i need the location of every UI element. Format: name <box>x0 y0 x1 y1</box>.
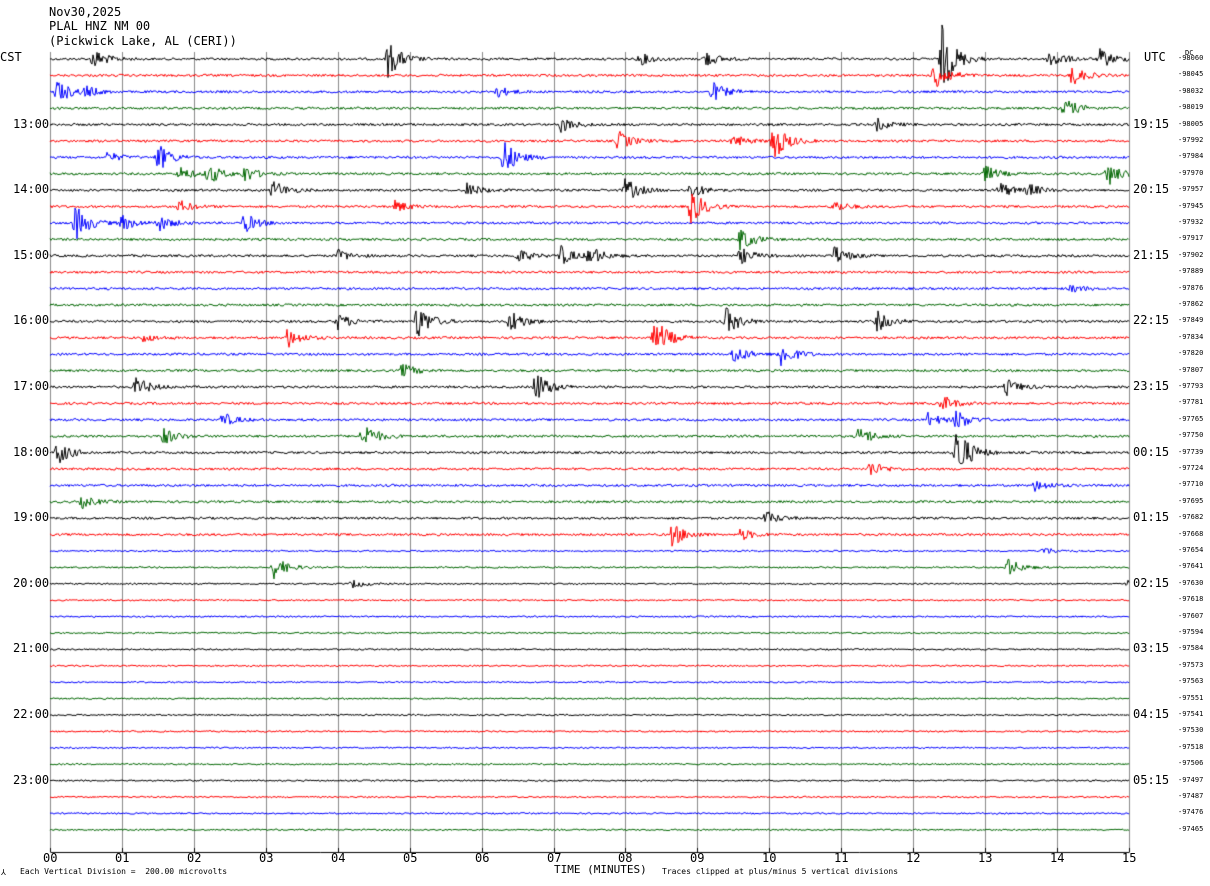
dc-offset-label: -98032 <box>1178 86 1204 95</box>
dc-offset-label: -98019 <box>1178 103 1204 112</box>
x-axis-title: TIME (MINUTES) <box>554 863 647 876</box>
dc-offset-label: -97465 <box>1178 824 1204 833</box>
x-tick-label: 02 <box>187 851 202 865</box>
left-hour-label: 22:00 <box>13 707 50 721</box>
dc-offset-label: -97750 <box>1178 431 1204 440</box>
x-tick-label: 01 <box>115 851 130 865</box>
vertical-division-note: Each Vertical Division = 200.00 microvol… <box>20 867 228 876</box>
right-timezone-label: UTC <box>1144 50 1166 64</box>
left-hour-label: 19:00 <box>13 510 50 525</box>
x-tick-label: 08 <box>618 851 633 865</box>
left-hour-label: 18:00 <box>13 444 50 459</box>
dc-offset-label: -97618 <box>1178 595 1204 604</box>
right-hour-label: 23:15 <box>1133 379 1170 393</box>
right-hour-label: 04:15 <box>1133 707 1170 721</box>
left-hour-label: 20:00 <box>13 575 50 590</box>
dc-offset-label: -97654 <box>1178 546 1204 554</box>
dc-offset-label: -98060 <box>1178 54 1204 62</box>
dc-offset-label: -97541 <box>1178 710 1204 718</box>
dc-offset-label: -97793 <box>1178 382 1204 390</box>
dc-offset-label: -97834 <box>1178 332 1204 341</box>
dc-offset-label: -97551 <box>1178 693 1204 702</box>
dc-offset-label: -98005 <box>1178 119 1204 128</box>
header-station: PLAL HNZ NM 00 <box>49 19 151 33</box>
dc-offset-label: -97876 <box>1178 283 1204 292</box>
right-hour-label: 19:15 <box>1133 116 1170 131</box>
left-hour-label: 23:00 <box>13 772 50 787</box>
right-hour-label: 20:15 <box>1133 182 1170 197</box>
dc-offset-label: -97641 <box>1178 562 1204 571</box>
dc-offset-label: -97945 <box>1178 201 1204 210</box>
x-tick-label: 07 <box>547 851 562 865</box>
dc-offset-label: -97518 <box>1178 742 1204 751</box>
x-tick-label: 10 <box>762 851 777 865</box>
right-hour-label: 22:15 <box>1133 313 1170 328</box>
dc-offset-label: -97476 <box>1178 808 1204 817</box>
dc-offset-label: -97563 <box>1178 677 1204 686</box>
dc-offset-label: -97889 <box>1178 267 1204 276</box>
dc-offset-label: -97530 <box>1178 726 1204 735</box>
dc-offset-label: -97668 <box>1178 529 1204 538</box>
x-tick-label: 13 <box>978 851 993 865</box>
dc-offset-label: -97992 <box>1178 136 1204 144</box>
x-tick-label: 00 <box>43 851 58 865</box>
right-hour-label: 01:15 <box>1133 510 1170 525</box>
right-hour-label: 21:15 <box>1133 247 1170 262</box>
dc-offset-label: -97682 <box>1178 513 1204 522</box>
header-date: Nov30,2025 <box>49 5 122 19</box>
right-hour-label: 03:15 <box>1133 641 1170 656</box>
dc-offset-label: -97739 <box>1178 447 1204 456</box>
right-hour-label: 02:15 <box>1133 575 1170 590</box>
dc-offset-label: -97765 <box>1178 414 1204 423</box>
left-hour-label: 21:00 <box>13 641 50 656</box>
header-location: (Pickwick Lake, AL (CERI)) <box>49 34 237 48</box>
dc-offset-label: -97849 <box>1178 316 1204 325</box>
clipping-note: Traces clipped at plus/minus 5 vertical … <box>662 867 899 876</box>
x-tick-label: 11 <box>834 851 849 865</box>
x-tick-label: 14 <box>1050 851 1065 865</box>
dc-offset-label: -97487 <box>1178 792 1204 800</box>
x-tick-label: 05 <box>403 851 418 865</box>
dc-offset-label: -97957 <box>1178 185 1204 194</box>
dc-offset-label: -98045 <box>1178 70 1204 79</box>
dc-offset-label: -97807 <box>1178 365 1204 374</box>
x-tick-label: 09 <box>690 851 705 865</box>
dc-offset-label: -97506 <box>1178 759 1204 768</box>
dc-offset-label: -97594 <box>1178 628 1204 636</box>
dc-offset-label: -97724 <box>1178 464 1204 472</box>
dc-offset-label: -97984 <box>1178 152 1204 161</box>
x-tick-label: 15 <box>1122 851 1137 865</box>
dc-offset-label: -97970 <box>1178 168 1204 177</box>
dc-offset-label: -97781 <box>1178 398 1204 407</box>
dc-offset-label: -97695 <box>1178 496 1204 505</box>
left-hour-label: 15:00 <box>13 247 50 262</box>
x-tick-label: 04 <box>331 851 346 865</box>
left-hour-label: 16:00 <box>13 313 50 328</box>
dc-offset-label: -97710 <box>1178 480 1204 489</box>
x-tick-label: 12 <box>906 851 921 865</box>
right-hour-label: 00:15 <box>1133 444 1170 459</box>
dc-offset-label: -97820 <box>1178 349 1204 358</box>
x-tick-label: 06 <box>475 851 490 865</box>
left-timezone-label: CST <box>0 50 22 64</box>
scale-icon: ⅄ <box>1 868 6 877</box>
dc-offset-label: -97862 <box>1178 300 1204 308</box>
dc-offset-label: -97497 <box>1178 775 1204 784</box>
dc-offset-label: -97584 <box>1178 644 1204 653</box>
right-hour-label: 05:15 <box>1133 772 1170 787</box>
left-hour-label: 13:00 <box>13 116 50 131</box>
dc-offset-label: -97917 <box>1178 234 1204 243</box>
dc-offset-label: -97630 <box>1178 578 1204 587</box>
dc-label: DC <box>1185 49 1194 57</box>
dc-offset-label: -97932 <box>1178 218 1204 226</box>
x-tick-label: 03 <box>259 851 274 865</box>
dc-offset-label: -97573 <box>1178 660 1204 669</box>
left-hour-label: 17:00 <box>13 379 50 393</box>
dc-offset-label: -97902 <box>1178 250 1204 259</box>
dc-offset-label: -97607 <box>1178 611 1204 620</box>
left-hour-label: 14:00 <box>13 182 50 197</box>
